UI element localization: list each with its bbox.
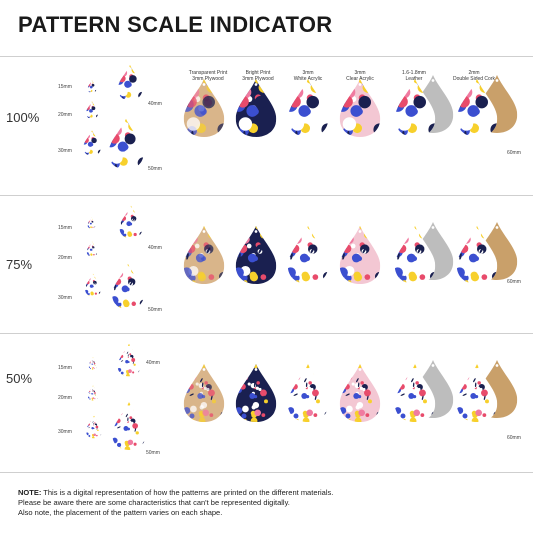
size-label-20mm: 20mm	[58, 395, 72, 401]
size-label-30mm: 30mm	[58, 295, 72, 301]
size-label-60mm: 60mm	[507, 150, 521, 156]
drop-cork-front	[456, 79, 498, 137]
drop-clear-acrylic	[339, 226, 381, 284]
size-label-30mm: 30mm	[58, 429, 72, 435]
size-label-40mm: 40mm	[148, 245, 162, 251]
size-label-40mm: 40mm	[146, 360, 160, 366]
size-label-30mm: 30mm	[58, 148, 72, 154]
size-sample-drop-4	[117, 64, 143, 101]
size-label-60mm: 60mm	[507, 435, 521, 441]
size-label-20mm: 20mm	[58, 255, 72, 261]
divider-top	[0, 56, 533, 57]
size-sample-drop-5	[112, 263, 144, 310]
size-sample-drop-3	[86, 415, 102, 439]
size-label-60mm: 60mm	[507, 279, 521, 285]
size-label-50mm: 50mm	[148, 166, 162, 172]
note-line-1: This is a digital representation of how …	[43, 488, 334, 497]
drop-transparent-plywood	[183, 79, 225, 137]
material-label-cork: 2mm Double Sided Cork	[453, 70, 495, 82]
drop-leather-front	[394, 79, 436, 137]
drop-bright-plywood	[235, 364, 277, 422]
material-label-leather: 1.6-1.8mm Leather	[402, 70, 426, 82]
drop-bright-plywood	[235, 226, 277, 284]
size-label-50mm: 50mm	[148, 307, 162, 313]
size-sample-drop-2	[87, 385, 99, 401]
size-label-15mm: 15mm	[58, 365, 72, 371]
size-sample-drop-2	[86, 241, 98, 257]
drop-clear-acrylic	[339, 79, 381, 137]
size-label-40mm: 40mm	[148, 101, 162, 107]
drop-cork-front	[456, 226, 498, 284]
size-sample-drop-1	[87, 80, 97, 93]
scale-label: 50%	[6, 371, 33, 386]
note-block: NOTE: This is a digital representation o…	[18, 488, 518, 518]
size-label-15mm: 15mm	[58, 84, 72, 90]
material-label-white-acrylic: 3mm White Acrylic	[293, 70, 323, 82]
size-sample-drop-3	[83, 130, 101, 156]
size-sample-drop-1	[88, 357, 98, 370]
note-label: NOTE:	[18, 488, 42, 497]
drop-bright-plywood	[235, 79, 277, 137]
scale-label: 100%	[6, 110, 40, 125]
material-label-bright-plywood: Bright Print 3mm Plywood	[242, 70, 274, 82]
divider-bottom	[0, 472, 533, 473]
size-label-15mm: 15mm	[58, 225, 72, 231]
divider-1	[0, 195, 533, 196]
size-label-20mm: 20mm	[58, 112, 72, 118]
page-title: PATTERN SCALE INDICATOR	[18, 12, 333, 37]
size-sample-drop-4	[119, 205, 143, 239]
divider-2	[0, 333, 533, 334]
size-sample-drop-5	[112, 402, 146, 450]
drop-leather-front	[394, 364, 436, 422]
material-label-clear-acrylic: 3mm Clear Acrylic	[346, 70, 374, 82]
drop-transparent-plywood	[183, 364, 225, 422]
drop-white-acrylic	[287, 226, 329, 284]
size-label-50mm: 50mm	[146, 450, 160, 456]
note-line-2: Please be aware there are some character…	[18, 498, 290, 507]
scale-row-50: 50% 15mm 20mm 30mm 40mm 50mm 60mm	[0, 333, 533, 472]
size-sample-drop-3	[85, 273, 101, 297]
drop-cork-front	[456, 364, 498, 422]
material-label-transparent-plywood: Transparent Print 3mm Plywood	[188, 70, 228, 82]
scale-row-75: 75% 15mm 20mm 30mm 40mm 50mm 60mm	[0, 195, 533, 333]
note-line-3: Also note, the placement of the pattern …	[18, 508, 223, 517]
scale-row-100: 100% 15mm 20mm 30mm 40mm 50mm 60mm	[0, 56, 533, 195]
drop-leather-front	[394, 226, 436, 284]
drop-clear-acrylic	[339, 364, 381, 422]
size-sample-drop-4	[117, 343, 141, 377]
drop-white-acrylic	[287, 79, 329, 137]
size-sample-drop-5	[108, 118, 144, 170]
drop-transparent-plywood	[183, 226, 225, 284]
size-sample-drop-1	[87, 217, 96, 229]
size-sample-drop-2	[85, 101, 99, 119]
scale-label: 75%	[6, 257, 33, 272]
drop-white-acrylic	[287, 364, 329, 422]
